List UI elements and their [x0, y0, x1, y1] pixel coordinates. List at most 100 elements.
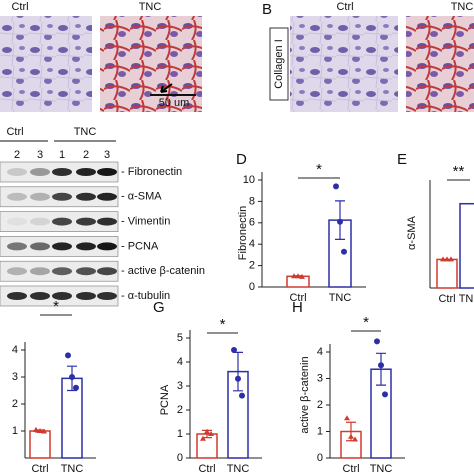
y-tick-label: 8	[249, 195, 255, 207]
image-label: Ctrl	[336, 1, 353, 13]
y-tick-label: 4	[317, 346, 323, 358]
bar	[459, 202, 474, 289]
band-label: - Vimentin	[121, 216, 170, 228]
band	[7, 267, 27, 276]
band	[76, 192, 96, 201]
y-tick-label: 4	[177, 356, 183, 368]
band	[52, 267, 72, 276]
data-point	[239, 392, 245, 399]
x-tick-label: Ctrl	[31, 463, 48, 474]
data-point	[352, 436, 358, 442]
data-point	[440, 256, 446, 262]
data-point	[69, 374, 75, 380]
y-tick-label: 6	[249, 217, 255, 229]
band	[76, 168, 96, 176]
y-axis-label: α-SMA	[406, 215, 418, 250]
data-point	[374, 338, 380, 345]
bar	[29, 430, 51, 459]
panel-letter: E	[397, 151, 407, 168]
band	[52, 192, 72, 201]
band-label: - α-SMA	[121, 191, 162, 203]
band	[30, 217, 50, 226]
y-axis-label: PCNA	[159, 384, 171, 415]
y-tick-label: 4	[12, 344, 18, 356]
x-tick-label: TNC	[370, 463, 393, 474]
panel-letter: B	[262, 1, 272, 18]
band	[30, 267, 50, 276]
scale-label: 50 um	[159, 97, 190, 109]
band	[52, 217, 72, 226]
x-tick-label: Ctrl	[198, 463, 215, 474]
y-axis-label: active β-catenin	[299, 356, 311, 433]
y-tick-label: 2	[177, 404, 183, 416]
stain-label: Collagen I	[273, 39, 285, 89]
y-tick-label: 2	[249, 260, 255, 272]
significance: **	[453, 163, 465, 180]
band	[76, 267, 96, 276]
x-tick-label: Ctrl	[438, 293, 455, 305]
band-label: - active β-catenin	[121, 265, 205, 277]
data-point	[33, 426, 39, 432]
panel-letter: G	[153, 299, 165, 316]
band	[52, 242, 72, 251]
band	[76, 292, 96, 300]
band	[97, 292, 117, 300]
stain-box	[269, 27, 289, 101]
y-tick-label: 0	[177, 452, 183, 464]
band	[97, 242, 117, 251]
image-label: TNC	[139, 1, 162, 13]
significance: *	[316, 161, 322, 178]
data-point	[341, 248, 347, 255]
band	[30, 292, 50, 300]
significance: *	[363, 314, 369, 331]
x-tick-label: TNC	[329, 292, 352, 304]
data-point	[448, 256, 454, 262]
data-point	[295, 273, 301, 279]
band	[76, 242, 96, 251]
y-tick-label: 2	[317, 399, 323, 411]
band	[7, 168, 27, 176]
image-label: Ctrl	[11, 1, 28, 13]
panel-letter: D	[236, 151, 247, 168]
band	[7, 242, 27, 251]
band	[7, 292, 27, 300]
band	[52, 292, 72, 300]
data-point	[73, 384, 79, 391]
data-point	[37, 428, 43, 433]
band	[30, 168, 50, 176]
bar	[436, 258, 458, 289]
x-tick-label: Ctrl	[289, 292, 306, 304]
band	[52, 168, 72, 176]
data-point	[200, 435, 206, 441]
y-axis-label: Fibronectin	[237, 206, 249, 260]
micrograph	[406, 16, 474, 112]
band	[7, 192, 27, 201]
band-label: - α-tubulin	[121, 290, 170, 302]
y-tick-label: 3	[12, 371, 18, 383]
band	[97, 192, 117, 201]
band-label: - PCNA	[121, 240, 159, 252]
data-point	[208, 431, 214, 436]
data-point	[231, 347, 237, 353]
y-tick-label: 10	[243, 174, 255, 186]
x-tick-label: Ctrl	[342, 463, 359, 474]
band	[97, 168, 117, 176]
band	[97, 267, 117, 276]
significance: *	[220, 316, 226, 333]
data-point	[291, 273, 297, 279]
data-point	[333, 183, 339, 190]
x-tick-label: TNC	[61, 463, 84, 474]
y-tick-label: 1	[12, 425, 18, 437]
y-tick-label: 5	[177, 332, 183, 344]
data-point	[337, 218, 343, 225]
band	[30, 192, 50, 201]
lane-label: 1	[59, 149, 65, 161]
y-tick-label: 2	[12, 398, 18, 410]
data-point	[378, 362, 384, 369]
data-point	[235, 375, 241, 382]
x-tick-label: TNC	[459, 293, 474, 305]
group-label: TNC	[74, 126, 97, 138]
group-label: Ctrl	[6, 126, 23, 138]
significance: *	[53, 298, 59, 315]
